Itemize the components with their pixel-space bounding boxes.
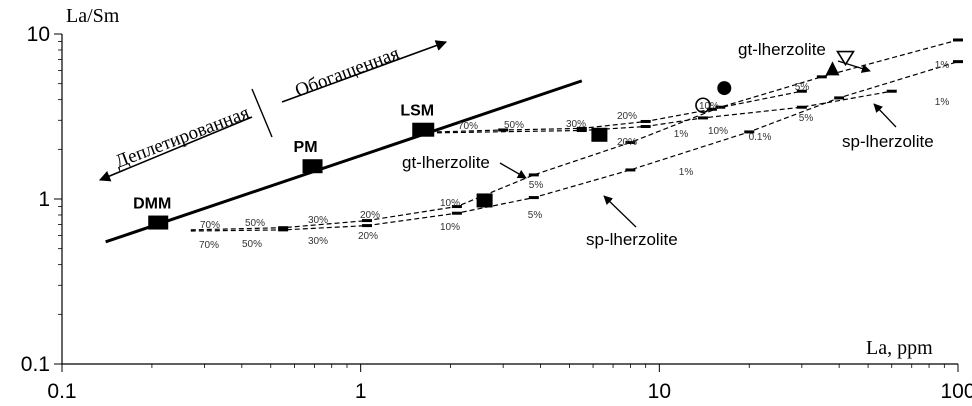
sample-filled-triangle bbox=[825, 61, 840, 76]
curve-node bbox=[576, 129, 587, 133]
percent-label: 50% bbox=[245, 218, 265, 229]
curve-node bbox=[498, 128, 509, 132]
curve-node bbox=[953, 60, 963, 64]
percent-label: 20% bbox=[617, 137, 637, 148]
percent-label: 20% bbox=[617, 111, 637, 122]
percent-label: 1% bbox=[674, 129, 689, 140]
percent-label: 50% bbox=[504, 120, 524, 131]
curve-node bbox=[640, 125, 651, 129]
axes: 0.1 1 10 100 0.1 1 10 bbox=[21, 23, 972, 403]
curve-node bbox=[361, 224, 372, 228]
melt-curve-3 bbox=[436, 90, 802, 133]
percent-label: 50% bbox=[242, 239, 262, 250]
curve-node bbox=[528, 196, 539, 200]
percent-label: 1% bbox=[935, 97, 950, 108]
percent-label: 20% bbox=[360, 210, 380, 221]
curve-label-sp-dmm: sp-lherzolite bbox=[586, 230, 678, 249]
pointer-arrow bbox=[873, 103, 897, 128]
curve-node bbox=[796, 105, 807, 109]
curve-label-gt-lsm: gt-lherzolite bbox=[738, 40, 826, 59]
curve-node bbox=[278, 228, 289, 232]
curve-node bbox=[361, 219, 372, 223]
x-tick-label: 100 bbox=[940, 380, 972, 403]
curve-node bbox=[625, 141, 636, 145]
curve-label-gt-dmm: gt-lherzolite bbox=[402, 153, 490, 172]
curve-node bbox=[451, 205, 462, 209]
percent-label: 70% bbox=[200, 220, 220, 231]
sample-square bbox=[476, 193, 493, 208]
depleted-label: Деплетированная bbox=[112, 102, 252, 173]
pointer-arrow bbox=[837, 60, 871, 73]
melt-curves bbox=[98, 38, 963, 244]
y-axis-label: La/Sm bbox=[66, 5, 120, 27]
percent-label: 10% bbox=[440, 198, 460, 209]
y-tick-label: 1 bbox=[38, 188, 50, 211]
enriched-arrow bbox=[281, 40, 448, 103]
curve-node bbox=[744, 130, 755, 134]
sample-open-circle bbox=[695, 97, 711, 114]
curve-node bbox=[528, 173, 539, 177]
divider-tick bbox=[251, 88, 273, 138]
curve-node bbox=[706, 107, 717, 111]
reservoir-label-pm: PM bbox=[294, 139, 318, 156]
curve-node bbox=[576, 126, 587, 130]
percent-label: 70% bbox=[458, 121, 478, 132]
reservoir-pm bbox=[302, 159, 323, 174]
x-tick-label: 0.1 bbox=[47, 380, 76, 403]
reservoir-lsm bbox=[412, 122, 435, 137]
curve-node bbox=[886, 89, 897, 93]
curve-label-sp-lsm: sp-lherzolite bbox=[842, 132, 934, 151]
sample-square bbox=[591, 127, 608, 142]
percent-label: 0.1% bbox=[749, 132, 772, 143]
chart-labels: La/Sm La, ppm Деплетированная Обогащенная 70… bbox=[66, 5, 949, 359]
x-tick-label: 1 bbox=[355, 380, 367, 403]
curve-node bbox=[796, 89, 807, 93]
percent-label: 10% bbox=[708, 126, 728, 137]
percent-label: 5% bbox=[799, 113, 814, 124]
percent-label: 30% bbox=[566, 119, 586, 130]
melt-curve-4 bbox=[436, 90, 892, 134]
reservoir-dmm bbox=[148, 215, 169, 230]
percent-label: 5% bbox=[529, 180, 544, 191]
percent-label: 20% bbox=[358, 231, 378, 242]
percent-label: 1% bbox=[935, 60, 950, 71]
pointer-arrow bbox=[499, 162, 527, 179]
enriched-label: Обогащенная bbox=[292, 43, 402, 102]
percent-label: 30% bbox=[308, 215, 328, 226]
reservoir-label-dmm: DMM bbox=[133, 196, 171, 213]
y-tick-label: 0.1 bbox=[21, 353, 50, 376]
percent-label: 1% bbox=[679, 167, 694, 178]
sample-filled-circle bbox=[717, 81, 732, 96]
curve-node bbox=[816, 75, 827, 79]
curve-node bbox=[278, 226, 289, 230]
curve-node bbox=[451, 211, 462, 215]
y-tick-label: 10 bbox=[27, 23, 50, 46]
percent-label: 10% bbox=[699, 101, 719, 112]
mixing-line bbox=[105, 79, 583, 244]
percent-label: 10% bbox=[440, 222, 460, 233]
x-tick-label: 10 bbox=[648, 380, 671, 403]
x-axis-label: La, ppm bbox=[866, 337, 933, 359]
percent-label: 70% bbox=[199, 240, 219, 251]
melt-curve-1 bbox=[190, 39, 959, 231]
depleted-arrow bbox=[98, 116, 253, 182]
curve-node bbox=[697, 116, 708, 120]
curve-node bbox=[640, 119, 651, 123]
pointer-arrow bbox=[603, 195, 637, 228]
percent-label: 5% bbox=[528, 210, 543, 221]
sample-open-triangle bbox=[836, 50, 855, 67]
curve-node bbox=[715, 105, 726, 109]
percent-label: 5% bbox=[795, 82, 810, 93]
percent-label: 30% bbox=[308, 236, 328, 247]
reservoir-label-lsm: LSM bbox=[400, 103, 434, 120]
curve-node bbox=[953, 38, 963, 42]
curve-node bbox=[834, 96, 845, 100]
chart-marks bbox=[148, 50, 855, 230]
curve-node bbox=[625, 168, 636, 172]
